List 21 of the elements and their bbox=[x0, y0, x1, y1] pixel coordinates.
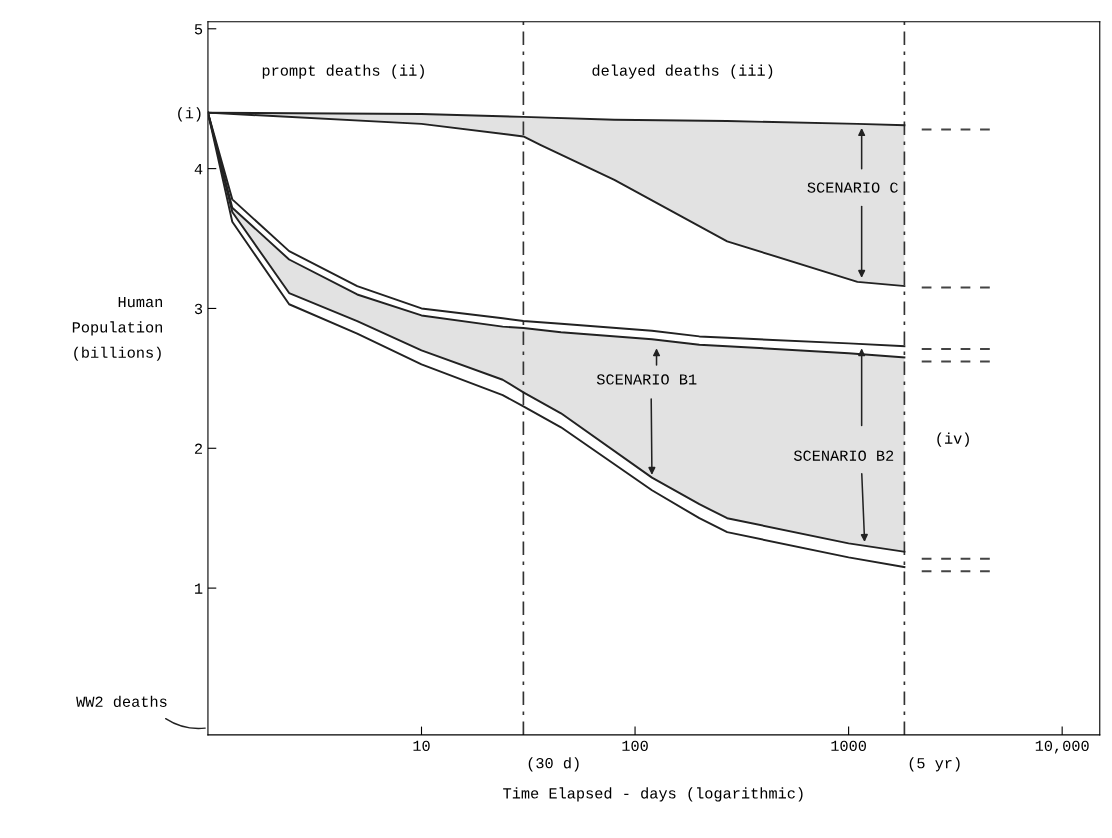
y-axis-title: Human Population (billions) bbox=[72, 297, 163, 361]
x-tick-label: 10 bbox=[413, 740, 430, 752]
x-tick-label: 100 bbox=[622, 740, 648, 752]
annotation: SCENARIO C bbox=[807, 182, 898, 193]
y-tick-label: 4 bbox=[194, 164, 203, 175]
annotation: prompt deaths (ii) bbox=[262, 64, 424, 79]
y-tick-label: 2 bbox=[194, 443, 202, 454]
annotation: delayed deaths (iii) bbox=[592, 64, 773, 79]
y-tick-label: 3 bbox=[194, 303, 203, 315]
text: WW2 deaths bbox=[76, 695, 167, 707]
x-tick-label: 10,000 bbox=[1035, 740, 1089, 754]
annotation: SCENARIO B2 bbox=[793, 450, 894, 461]
y-tick-label: (i) bbox=[178, 107, 201, 122]
y-tick-label: 5 bbox=[194, 24, 203, 35]
x-tick-label: 1000 bbox=[831, 740, 866, 752]
y-tick-label: 1 bbox=[195, 583, 203, 594]
annotation: (iv) bbox=[937, 432, 969, 447]
x-axis-title: Time Elapsed - days (logarithmic) bbox=[503, 787, 803, 802]
annotation: SCENARIO B1 bbox=[596, 374, 697, 385]
ref-line-label: (5 yr) bbox=[909, 757, 960, 772]
ref-line-label: (30 d) bbox=[528, 757, 579, 772]
